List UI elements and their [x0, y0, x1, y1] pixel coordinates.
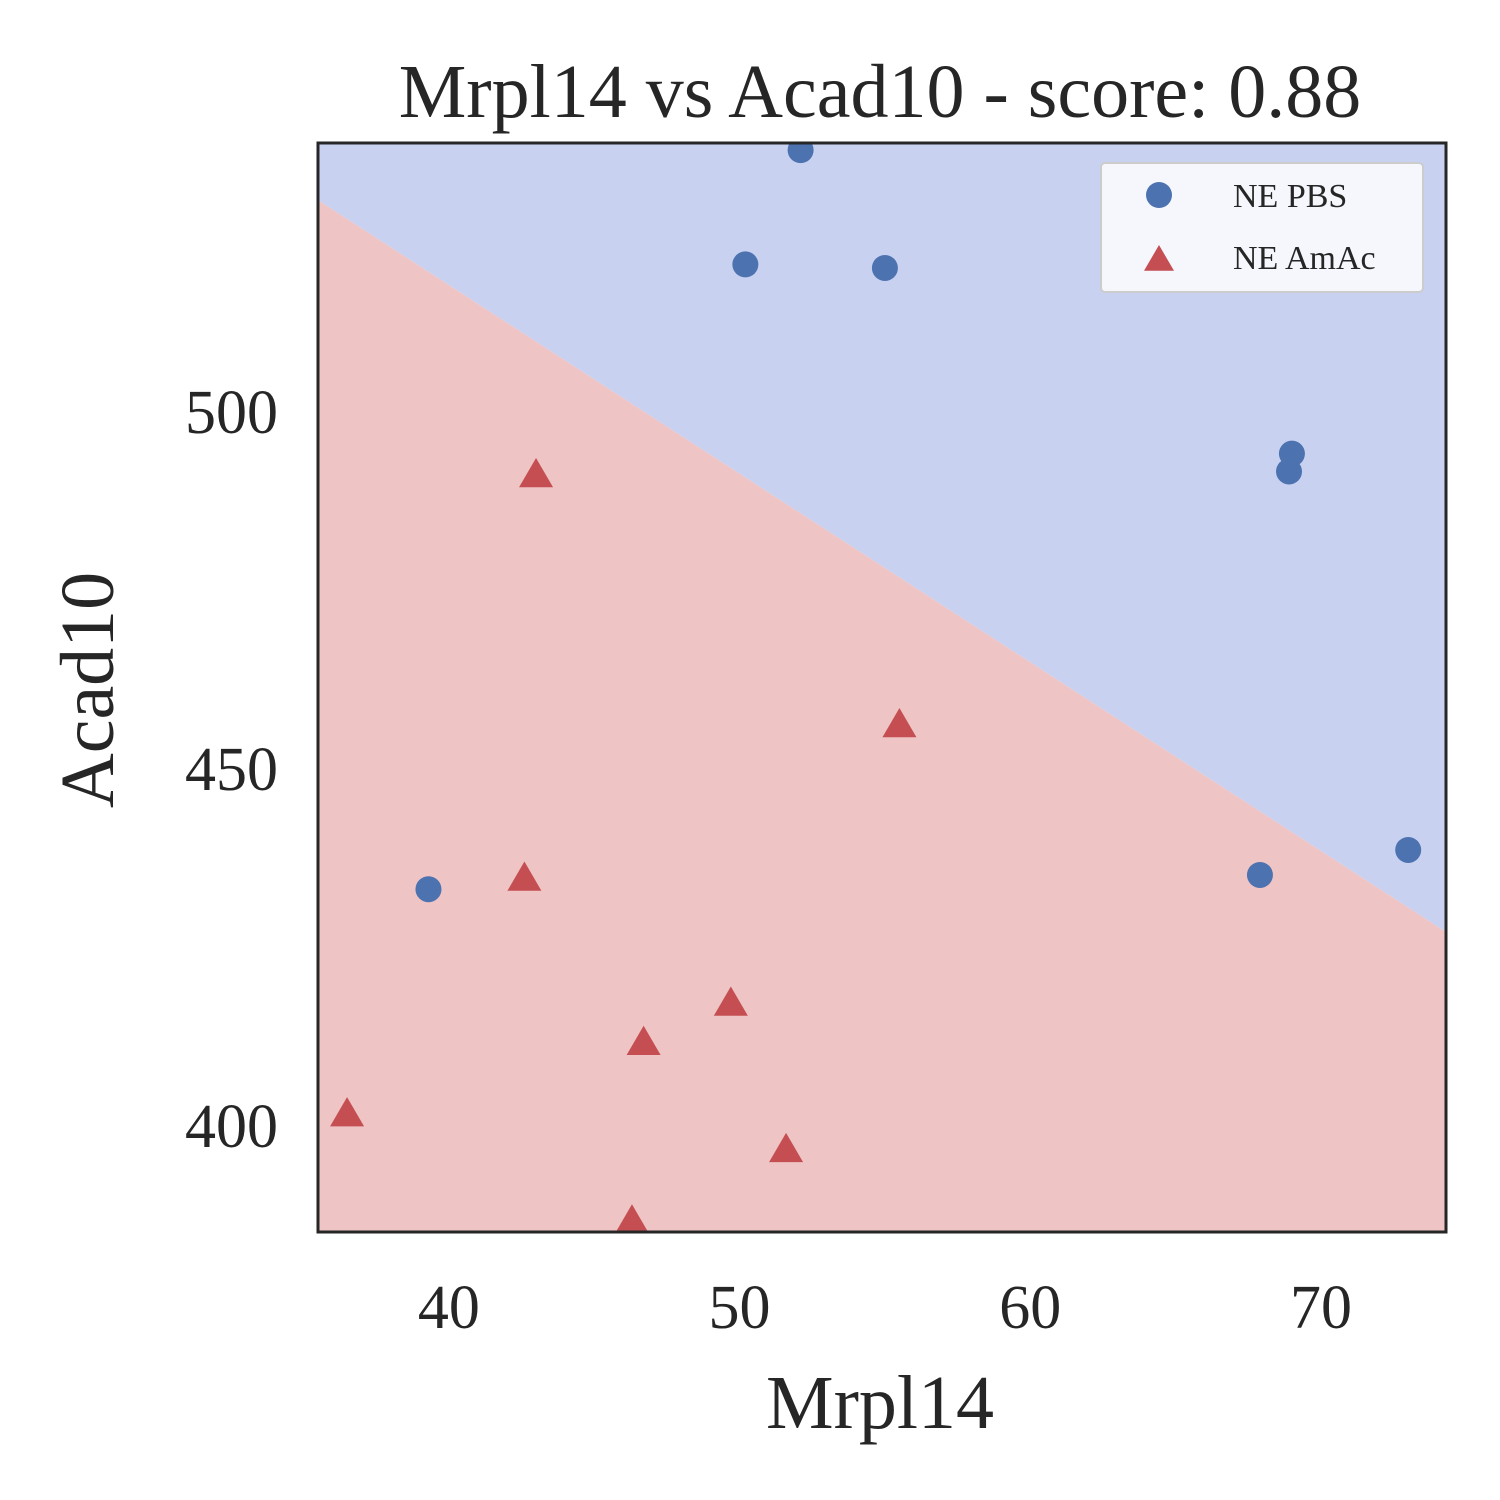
y-axis-label: Acad10 [46, 572, 130, 808]
decision-regions [318, 143, 1446, 1232]
data-point-triangle [507, 861, 542, 891]
x-axis-ticks: 40 50 60 70 [418, 1274, 1352, 1342]
x-tick-label: 40 [418, 1274, 480, 1342]
data-point-triangle [519, 458, 554, 488]
data-point-circle [787, 143, 814, 164]
chart-title: Mrpl14 vs Acad10 - score: 0.88 [399, 50, 1362, 134]
legend-label: NE PBS [1233, 178, 1347, 215]
data-point-triangle [626, 1025, 661, 1056]
data-point-circle [871, 254, 898, 281]
legend-label: NE AmAc [1233, 240, 1376, 277]
legend-circle-icon [1146, 182, 1172, 208]
region-ne-pbs [318, 143, 1446, 933]
data-point-circle [1246, 861, 1273, 888]
y-axis-ticks: 400 450 500 [185, 379, 278, 1161]
series-ne-pbs [415, 143, 1422, 903]
x-axis-label: Mrpl14 [766, 1361, 994, 1445]
x-tick-label: 70 [1290, 1274, 1352, 1342]
y-tick-label: 400 [185, 1093, 278, 1161]
data-point-triangle [769, 1132, 804, 1163]
data-point-circle [732, 251, 759, 278]
legend-item: NE AmAc [1144, 240, 1376, 277]
y-tick-label: 500 [185, 379, 278, 447]
data-point-circle [1276, 458, 1303, 485]
plot-frame [316, 141, 1448, 1234]
data-point-circle [415, 876, 442, 903]
legend-triangle-icon [1144, 245, 1174, 271]
data-point-circle [1395, 836, 1422, 863]
y-tick-label: 450 [185, 736, 278, 804]
x-tick-label: 50 [709, 1274, 771, 1342]
data-point-triangle [713, 986, 748, 1016]
series-ne-amac [330, 458, 917, 1232]
data-point-triangle [330, 1097, 365, 1127]
data-points [330, 143, 1422, 1232]
x-tick-label: 60 [999, 1274, 1061, 1342]
legend-item: NE PBS [1146, 178, 1347, 215]
data-point-triangle [882, 707, 917, 738]
region-ne-amac [318, 200, 1446, 1232]
legend: NE PBS NE AmAc [1100, 162, 1424, 293]
data-point-triangle [615, 1204, 649, 1232]
legend-box [1100, 162, 1424, 293]
